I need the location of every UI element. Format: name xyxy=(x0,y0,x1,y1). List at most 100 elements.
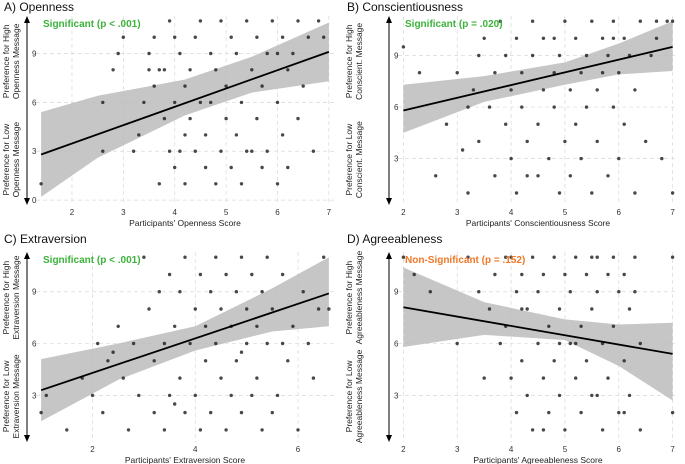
data-point xyxy=(493,174,497,178)
data-point xyxy=(622,122,626,126)
data-point xyxy=(234,290,239,294)
data-point xyxy=(209,51,213,56)
data-point xyxy=(466,191,470,195)
y-tick-label: 6 xyxy=(32,98,37,107)
y-label-high: Openness Message xyxy=(11,23,21,99)
x-tick-label: 6 xyxy=(275,208,280,217)
data-point xyxy=(157,68,161,72)
data-point xyxy=(627,393,632,398)
data-point xyxy=(477,290,481,294)
data-point xyxy=(239,350,244,354)
arrow-up-icon xyxy=(386,16,392,23)
data-point xyxy=(557,53,562,58)
data-point xyxy=(183,182,187,186)
data-point xyxy=(188,341,192,346)
data-point xyxy=(275,182,280,186)
data-point xyxy=(280,341,285,346)
data-point xyxy=(541,272,546,277)
confidence-band xyxy=(41,257,329,422)
data-point xyxy=(234,359,239,363)
data-point xyxy=(520,359,524,363)
data-point xyxy=(142,100,146,105)
y-label-low: Preference for Low xyxy=(1,360,11,433)
data-point xyxy=(557,307,562,311)
data-point xyxy=(595,255,599,259)
data-point xyxy=(509,156,513,161)
data-point xyxy=(557,191,562,195)
data-point xyxy=(525,393,529,398)
data-point xyxy=(178,290,182,294)
data-point xyxy=(557,341,562,346)
confidence-band xyxy=(403,21,673,133)
data-point xyxy=(654,36,659,40)
data-point xyxy=(219,307,223,311)
data-point xyxy=(520,105,524,109)
data-point xyxy=(260,428,264,432)
data-point xyxy=(286,359,290,363)
data-point xyxy=(482,376,486,380)
arrow-down-icon xyxy=(24,198,30,205)
data-point xyxy=(173,100,177,105)
x-tick-label: 3 xyxy=(455,445,460,454)
x-axis-label: Participants' Openness Score xyxy=(129,218,241,228)
data-point xyxy=(617,156,621,161)
panel-2: B) Conscientiousness Significant (p = .02… xyxy=(344,0,678,228)
data-point xyxy=(563,19,567,23)
data-point xyxy=(654,19,659,23)
data-point xyxy=(412,272,416,277)
x-tick-label: 4 xyxy=(509,445,514,454)
x-tick-label: 5 xyxy=(563,208,568,217)
data-point xyxy=(255,324,259,328)
data-point xyxy=(245,19,249,23)
y-tick-label: 9 xyxy=(394,52,399,61)
data-point xyxy=(214,341,218,346)
data-point xyxy=(44,393,48,398)
data-point xyxy=(142,255,146,259)
data-point xyxy=(203,165,208,170)
data-point xyxy=(327,307,331,311)
data-point xyxy=(617,410,621,415)
data-point xyxy=(649,53,653,58)
data-point xyxy=(477,139,481,144)
data-point xyxy=(584,272,589,277)
data-point xyxy=(504,255,508,259)
data-point xyxy=(322,255,326,259)
data-point xyxy=(579,410,583,415)
data-point xyxy=(137,133,141,137)
data-point xyxy=(234,51,239,56)
x-tick-label: 5 xyxy=(563,445,568,454)
data-point xyxy=(536,290,540,294)
data-point xyxy=(611,324,616,328)
data-point xyxy=(530,53,535,58)
y-label-low: Conscient. Message xyxy=(354,121,364,198)
data-point xyxy=(509,376,513,380)
x-tick-label: 7 xyxy=(327,208,332,217)
data-point xyxy=(471,88,476,92)
data-point xyxy=(536,174,540,178)
data-point xyxy=(520,307,524,311)
data-point xyxy=(137,393,141,398)
data-point xyxy=(203,324,208,328)
data-point xyxy=(563,272,567,277)
data-point xyxy=(65,428,69,432)
data-point xyxy=(579,156,583,161)
data-point xyxy=(574,36,578,40)
data-point xyxy=(116,324,120,328)
data-point xyxy=(198,100,203,105)
data-point xyxy=(203,133,208,137)
data-point xyxy=(131,341,136,346)
data-point xyxy=(239,182,244,186)
data-point xyxy=(633,88,637,92)
data-point xyxy=(209,100,213,105)
data-point xyxy=(152,35,156,39)
y-label-low: Agreeableness Message xyxy=(354,349,364,443)
y-label-high: Preference for High xyxy=(1,24,11,98)
data-point xyxy=(152,84,156,88)
data-point xyxy=(239,410,244,415)
y-label-low: Preference for Low xyxy=(344,360,354,433)
data-point xyxy=(401,45,406,49)
data-point xyxy=(265,255,269,259)
data-point xyxy=(455,71,459,75)
regression-line xyxy=(403,306,673,355)
